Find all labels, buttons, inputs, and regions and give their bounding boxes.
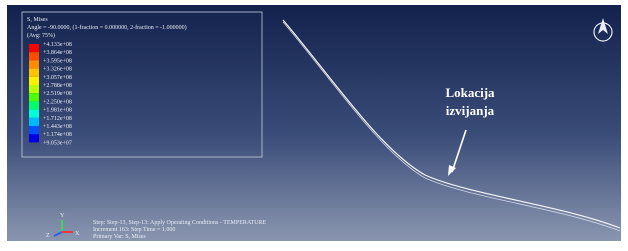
legend-label: +3.057e+08 (43, 75, 72, 81)
legend-label: +1.981e+08 (43, 108, 72, 114)
legend-label: +1.443e+08 (43, 124, 72, 130)
legend-label: +9.053e+07 (43, 140, 72, 146)
color-band (29, 93, 39, 101)
color-band (29, 126, 39, 134)
color-band (29, 110, 39, 118)
legend-label: +3.326e+08 (43, 67, 72, 73)
annotation-line: Lokacija (445, 85, 495, 100)
page: S, Mises Angle = -90.0000, (1-fraction =… (0, 0, 628, 246)
color-band (29, 52, 39, 60)
color-band (29, 134, 39, 142)
legend-averaging: (Avg: 75%) (27, 32, 55, 39)
viewport: S, Mises Angle = -90.0000, (1-fraction =… (0, 0, 628, 246)
color-band (29, 118, 39, 126)
color-band (29, 101, 39, 109)
annotation-line: izvijanja (446, 103, 495, 118)
viewport-background (7, 5, 621, 241)
legend-subtitle: Angle = -90.0000, (1-fraction = 0.000000… (27, 24, 187, 31)
color-band (29, 69, 39, 77)
triad-label: X (75, 231, 80, 237)
legend-label: +3.864e+08 (43, 50, 72, 56)
triad-label: Y (60, 213, 65, 219)
color-band (29, 44, 39, 52)
status-line: Increment 163: Step Time = 1.000 (93, 227, 175, 233)
triad-label: Z (46, 233, 50, 239)
status-line: Primary Var: S, Mises (93, 234, 147, 240)
legend-label: +2.250e+08 (43, 99, 72, 105)
color-band (29, 77, 39, 85)
legend-label: +2.519e+08 (43, 91, 72, 97)
status-line: Step: Step-13, Step-13: Apply Operating … (93, 220, 267, 226)
color-band (29, 60, 39, 68)
legend-label: +2.788e+08 (43, 83, 72, 89)
legend-label: +4.133e+08 (43, 42, 72, 48)
legend-label: +1.712e+08 (43, 116, 72, 122)
color-band (29, 85, 39, 93)
legend-title: S, Mises (27, 17, 48, 23)
legend-label: +1.174e+08 (43, 132, 72, 138)
legend-label: +3.595e+08 (43, 58, 72, 64)
